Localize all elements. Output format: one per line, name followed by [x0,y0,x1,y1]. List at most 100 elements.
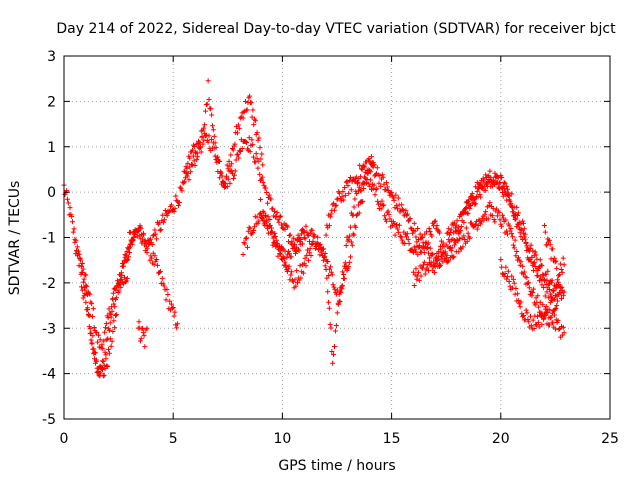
data-point [171,313,177,319]
data-point [501,179,507,185]
data-point [182,179,188,185]
data-point [303,263,309,269]
data-point [368,154,374,160]
data-point [278,248,284,254]
data-point [80,266,86,272]
data-point [80,295,86,301]
data-point [424,265,430,271]
data-point [528,242,534,248]
data-point [194,157,200,163]
data-point [451,254,457,260]
data-point [507,198,513,204]
data-point [411,282,417,288]
data-point [505,186,511,192]
series-arc10 [323,154,567,301]
data-point [236,155,242,161]
data-point [519,227,525,233]
data-point [339,286,345,292]
data-point [226,158,232,164]
series-arc9 [258,169,447,366]
data-point [383,218,389,224]
data-point [511,280,517,286]
data-point [140,330,146,336]
data-point [294,268,300,274]
data-point [415,236,421,242]
data-point [154,257,160,263]
data-point [338,289,344,295]
data-point [125,245,131,251]
data-point [233,157,239,163]
data-point [420,234,426,240]
data-point [88,330,94,336]
data-point [272,214,278,220]
data-point [235,122,241,128]
data-point [530,317,536,323]
data-point [171,209,177,215]
data-point [510,242,516,248]
data-point [332,328,338,334]
data-point [161,219,167,225]
data-point [481,217,487,223]
data-point [293,283,299,289]
data-point [503,264,509,270]
data-point [526,319,532,325]
data-point [434,223,440,229]
data-point [101,338,107,344]
data-point [268,196,274,202]
data-point [506,223,512,229]
data-point [548,314,554,320]
data-point [500,193,506,199]
data-point [518,259,524,265]
data-point [244,107,250,113]
data-point [306,250,312,256]
data-point [366,181,372,187]
data-point [293,245,299,251]
data-point [442,249,448,255]
data-point [425,244,431,250]
data-point [97,337,103,343]
data-point [109,304,115,310]
data-point [201,125,207,131]
data-point [237,148,243,154]
data-point [399,237,405,243]
y-axis-label: SDTVAR / TECUs [7,181,23,296]
data-point [311,233,317,239]
data-point [517,230,523,236]
data-point [305,257,311,263]
data-point [293,248,299,254]
data-point [535,319,541,325]
data-point [303,223,309,229]
data-point [191,158,197,164]
data-point [150,233,156,239]
data-point [545,268,551,274]
data-point [210,123,216,129]
data-point [105,315,111,321]
data-point [245,228,251,234]
data-point [418,273,424,279]
data-point [484,180,490,186]
data-point [391,221,397,227]
data-point [547,242,553,248]
data-point [94,329,100,335]
data-point [156,269,162,275]
data-point [107,336,113,342]
data-point [391,197,397,203]
data-point [297,263,303,269]
data-point [415,269,421,275]
data-point [269,229,275,235]
data-point [356,210,362,216]
data-point [482,183,488,189]
data-point [412,272,418,278]
data-point [122,274,128,280]
data-point [390,195,396,201]
data-point [96,332,102,338]
data-point [277,243,283,249]
data-point [348,187,354,193]
data-point [492,219,498,225]
y-tick-label: 0 [47,185,56,201]
data-point [337,190,343,196]
data-point [474,188,480,194]
data-point [455,227,461,233]
data-point [354,191,360,197]
data-point [463,204,469,210]
